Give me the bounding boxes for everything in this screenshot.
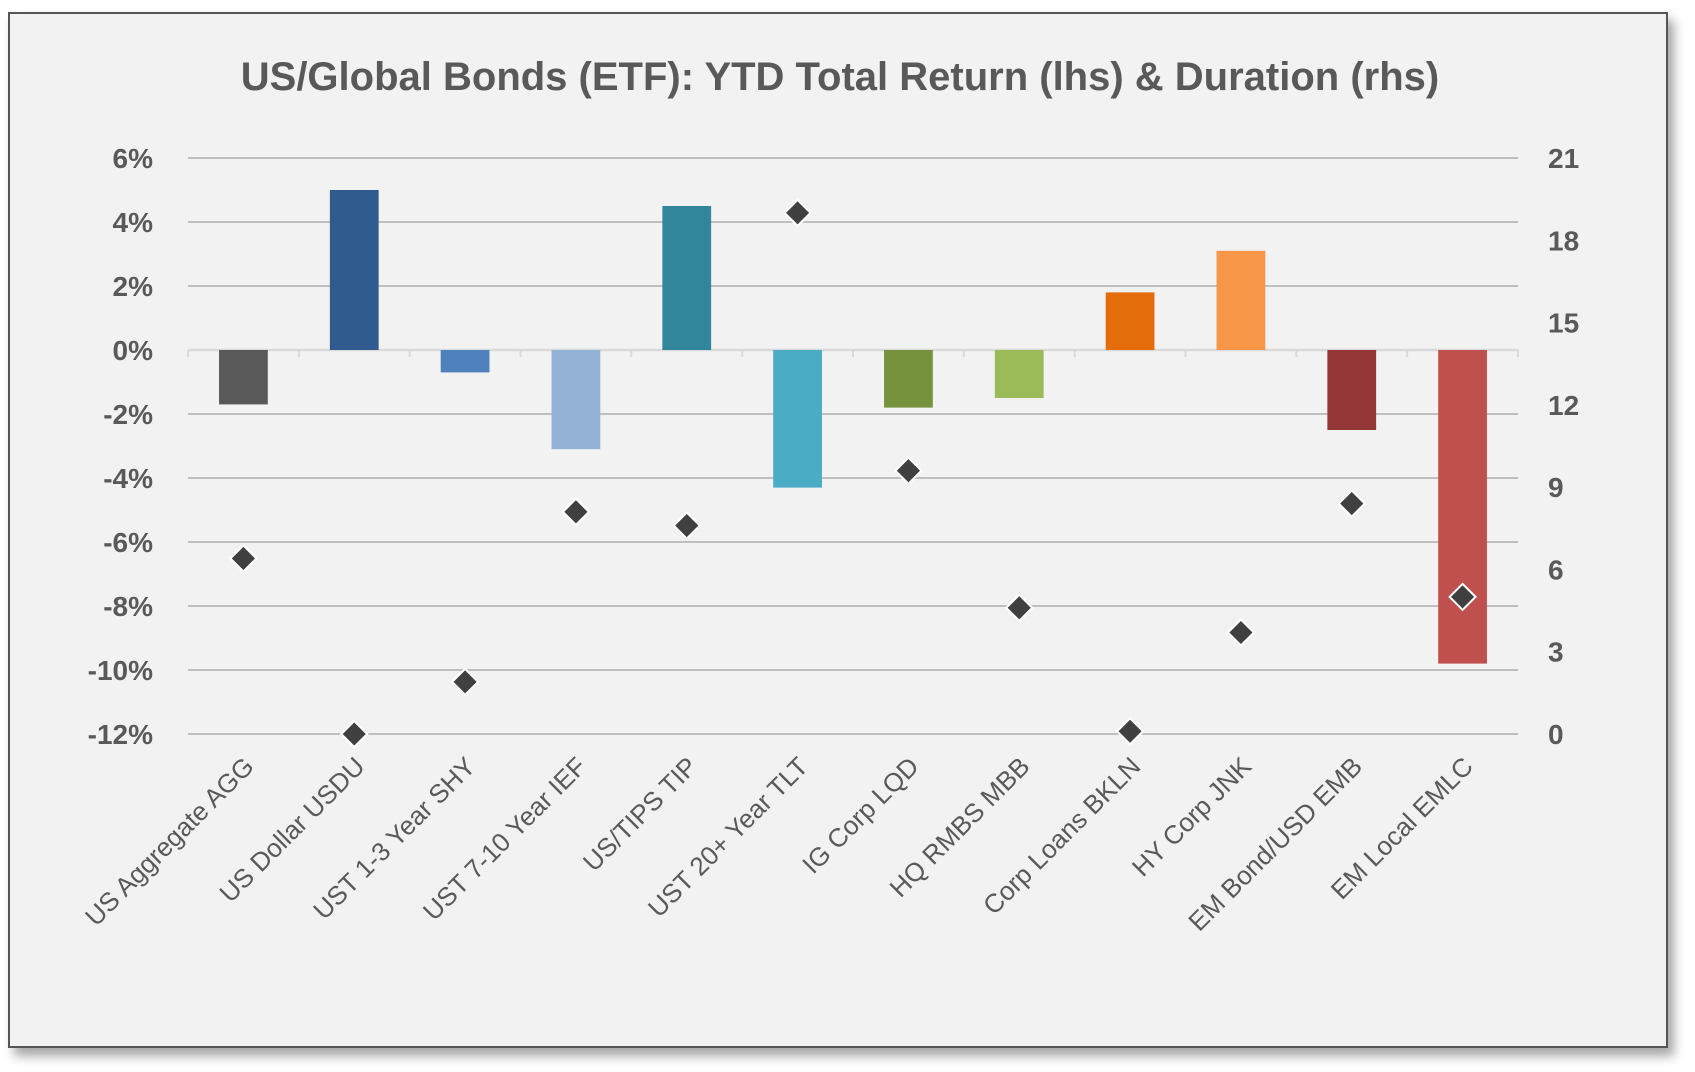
bar — [1216, 250, 1266, 350]
right-tick-label: 21 — [1548, 143, 1579, 174]
duration-series — [229, 198, 1477, 749]
right-tick-label: 9 — [1548, 472, 1564, 503]
right-tick-label: 0 — [1548, 719, 1564, 750]
left-tick-label: 6% — [113, 143, 154, 174]
bar — [662, 206, 712, 350]
bar — [440, 350, 490, 373]
duration-point — [783, 198, 812, 228]
left-tick-label: 2% — [113, 271, 154, 302]
left-tick-label: -2% — [103, 399, 153, 430]
chart-title: US/Global Bonds (ETF): YTD Total Return … — [241, 55, 1439, 99]
bar — [219, 350, 268, 405]
left-tick-label: -6% — [103, 527, 153, 558]
right-tick-label: 15 — [1548, 308, 1579, 339]
bar — [1105, 292, 1155, 350]
duration-point — [1226, 618, 1256, 647]
left-tick-label: 4% — [113, 207, 154, 238]
right-tick-label: 6 — [1548, 554, 1564, 585]
duration-point — [894, 456, 923, 486]
bar — [1438, 350, 1487, 664]
right-tick-label: 12 — [1548, 390, 1579, 421]
bar — [884, 350, 933, 408]
duration-point — [1004, 593, 1034, 623]
bar — [329, 190, 379, 350]
left-tick-label: -4% — [103, 463, 153, 494]
left-axis-ticks: 6% 4% 2% 0% -2% -4% -6% -8% -10% -12% — [88, 143, 153, 750]
duration-point — [561, 497, 591, 527]
duration-point — [672, 511, 702, 540]
left-tick-label: 0% — [113, 335, 154, 366]
bar — [551, 350, 601, 450]
left-tick-label: -12% — [88, 719, 153, 750]
duration-point — [1448, 582, 1477, 612]
bar — [994, 350, 1044, 398]
right-axis-ticks: 21 18 15 12 9 6 3 0 — [1548, 143, 1579, 750]
duration-point — [450, 667, 480, 697]
bar — [1327, 350, 1377, 430]
duration-point — [229, 544, 258, 573]
chart-frame — [8, 12, 1668, 1048]
right-tick-label: 3 — [1548, 637, 1564, 668]
duration-point — [1337, 489, 1367, 519]
bar — [773, 350, 822, 488]
right-tick-label: 18 — [1548, 225, 1579, 256]
left-tick-label: -10% — [88, 655, 153, 686]
bar-series — [219, 190, 1487, 664]
duration-point — [339, 719, 369, 749]
duration-point — [1115, 716, 1145, 746]
left-tick-label: -8% — [103, 591, 153, 622]
gridlines — [187, 157, 1519, 735]
